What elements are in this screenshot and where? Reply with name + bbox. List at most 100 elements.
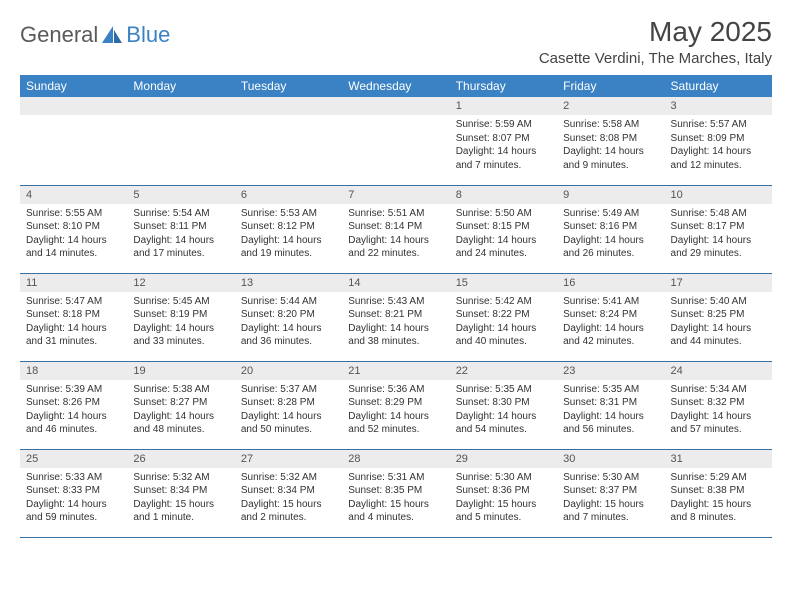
weekday-header: Wednesday xyxy=(342,75,449,97)
daylight-line: Daylight: 15 hours and 4 minutes. xyxy=(348,498,443,525)
daylight-line: Daylight: 14 hours and 26 minutes. xyxy=(563,234,658,261)
day-details: Sunrise: 5:54 AMSunset: 8:11 PMDaylight:… xyxy=(127,204,234,265)
day-details: Sunrise: 5:35 AMSunset: 8:30 PMDaylight:… xyxy=(450,380,557,441)
day-number: 1 xyxy=(450,97,557,115)
title-block: May 2025 Casette Verdini, The Marches, I… xyxy=(539,16,772,67)
calendar-day-cell: 9Sunrise: 5:49 AMSunset: 8:16 PMDaylight… xyxy=(557,185,664,273)
daylight-line: Daylight: 14 hours and 44 minutes. xyxy=(671,322,766,349)
day-details: Sunrise: 5:36 AMSunset: 8:29 PMDaylight:… xyxy=(342,380,449,441)
calendar-day-cell: 15Sunrise: 5:42 AMSunset: 8:22 PMDayligh… xyxy=(450,273,557,361)
day-details: Sunrise: 5:59 AMSunset: 8:07 PMDaylight:… xyxy=(450,115,557,176)
day-details: Sunrise: 5:57 AMSunset: 8:09 PMDaylight:… xyxy=(665,115,772,176)
day-number: 28 xyxy=(342,450,449,468)
sunset-line: Sunset: 8:30 PM xyxy=(456,396,551,410)
day-details: Sunrise: 5:45 AMSunset: 8:19 PMDaylight:… xyxy=(127,292,234,353)
sunrise-line: Sunrise: 5:47 AM xyxy=(26,295,121,309)
sunrise-line: Sunrise: 5:39 AM xyxy=(26,383,121,397)
weekday-header: Saturday xyxy=(665,75,772,97)
calendar-day-cell: 27Sunrise: 5:32 AMSunset: 8:34 PMDayligh… xyxy=(235,449,342,537)
sunrise-line: Sunrise: 5:38 AM xyxy=(133,383,228,397)
daylight-line: Daylight: 14 hours and 56 minutes. xyxy=(563,410,658,437)
sunset-line: Sunset: 8:08 PM xyxy=(563,132,658,146)
sunrise-line: Sunrise: 5:53 AM xyxy=(241,207,336,221)
calendar-week-row: 4Sunrise: 5:55 AMSunset: 8:10 PMDaylight… xyxy=(20,185,772,273)
day-number: 2 xyxy=(557,97,664,115)
sunset-line: Sunset: 8:35 PM xyxy=(348,484,443,498)
daylight-line: Daylight: 14 hours and 19 minutes. xyxy=(241,234,336,261)
logo-text-1: General xyxy=(20,22,98,48)
day-number: 31 xyxy=(665,450,772,468)
daylight-line: Daylight: 14 hours and 7 minutes. xyxy=(456,145,551,172)
day-number: 29 xyxy=(450,450,557,468)
day-details: Sunrise: 5:58 AMSunset: 8:08 PMDaylight:… xyxy=(557,115,664,176)
calendar-week-row: 1Sunrise: 5:59 AMSunset: 8:07 PMDaylight… xyxy=(20,97,772,185)
day-details: Sunrise: 5:51 AMSunset: 8:14 PMDaylight:… xyxy=(342,204,449,265)
day-details: Sunrise: 5:43 AMSunset: 8:21 PMDaylight:… xyxy=(342,292,449,353)
sunrise-line: Sunrise: 5:59 AM xyxy=(456,118,551,132)
sunset-line: Sunset: 8:38 PM xyxy=(671,484,766,498)
calendar-day-cell: 22Sunrise: 5:35 AMSunset: 8:30 PMDayligh… xyxy=(450,361,557,449)
empty-day xyxy=(235,97,342,115)
day-details: Sunrise: 5:32 AMSunset: 8:34 PMDaylight:… xyxy=(127,468,234,529)
calendar-day-cell xyxy=(20,97,127,185)
day-number: 27 xyxy=(235,450,342,468)
daylight-line: Daylight: 14 hours and 59 minutes. xyxy=(26,498,121,525)
sunrise-line: Sunrise: 5:35 AM xyxy=(456,383,551,397)
sunrise-line: Sunrise: 5:41 AM xyxy=(563,295,658,309)
sunrise-line: Sunrise: 5:33 AM xyxy=(26,471,121,485)
sunrise-line: Sunrise: 5:31 AM xyxy=(348,471,443,485)
day-number: 5 xyxy=(127,186,234,204)
daylight-line: Daylight: 14 hours and 54 minutes. xyxy=(456,410,551,437)
daylight-line: Daylight: 14 hours and 48 minutes. xyxy=(133,410,228,437)
sunset-line: Sunset: 8:28 PM xyxy=(241,396,336,410)
calendar-day-cell: 29Sunrise: 5:30 AMSunset: 8:36 PMDayligh… xyxy=(450,449,557,537)
day-details: Sunrise: 5:50 AMSunset: 8:15 PMDaylight:… xyxy=(450,204,557,265)
sunrise-line: Sunrise: 5:45 AM xyxy=(133,295,228,309)
sunset-line: Sunset: 8:11 PM xyxy=(133,220,228,234)
daylight-line: Daylight: 14 hours and 57 minutes. xyxy=(671,410,766,437)
sunrise-line: Sunrise: 5:44 AM xyxy=(241,295,336,309)
day-number: 26 xyxy=(127,450,234,468)
day-number: 30 xyxy=(557,450,664,468)
day-number: 20 xyxy=(235,362,342,380)
day-details: Sunrise: 5:39 AMSunset: 8:26 PMDaylight:… xyxy=(20,380,127,441)
day-number: 14 xyxy=(342,274,449,292)
sunrise-line: Sunrise: 5:32 AM xyxy=(133,471,228,485)
daylight-line: Daylight: 15 hours and 1 minute. xyxy=(133,498,228,525)
sunrise-line: Sunrise: 5:40 AM xyxy=(671,295,766,309)
day-details: Sunrise: 5:48 AMSunset: 8:17 PMDaylight:… xyxy=(665,204,772,265)
sunrise-line: Sunrise: 5:48 AM xyxy=(671,207,766,221)
calendar-week-row: 18Sunrise: 5:39 AMSunset: 8:26 PMDayligh… xyxy=(20,361,772,449)
day-number: 19 xyxy=(127,362,234,380)
calendar-day-cell: 13Sunrise: 5:44 AMSunset: 8:20 PMDayligh… xyxy=(235,273,342,361)
calendar-day-cell xyxy=(127,97,234,185)
daylight-line: Daylight: 14 hours and 31 minutes. xyxy=(26,322,121,349)
weekday-header: Monday xyxy=(127,75,234,97)
logo: General Blue xyxy=(20,22,170,48)
calendar-week-row: 11Sunrise: 5:47 AMSunset: 8:18 PMDayligh… xyxy=(20,273,772,361)
sunrise-line: Sunrise: 5:49 AM xyxy=(563,207,658,221)
sunset-line: Sunset: 8:17 PM xyxy=(671,220,766,234)
weekday-header: Sunday xyxy=(20,75,127,97)
calendar-day-cell: 8Sunrise: 5:50 AMSunset: 8:15 PMDaylight… xyxy=(450,185,557,273)
day-number: 12 xyxy=(127,274,234,292)
daylight-line: Daylight: 14 hours and 24 minutes. xyxy=(456,234,551,261)
day-details: Sunrise: 5:35 AMSunset: 8:31 PMDaylight:… xyxy=(557,380,664,441)
sunset-line: Sunset: 8:22 PM xyxy=(456,308,551,322)
calendar-day-cell: 16Sunrise: 5:41 AMSunset: 8:24 PMDayligh… xyxy=(557,273,664,361)
day-details: Sunrise: 5:49 AMSunset: 8:16 PMDaylight:… xyxy=(557,204,664,265)
day-number: 23 xyxy=(557,362,664,380)
sunset-line: Sunset: 8:26 PM xyxy=(26,396,121,410)
calendar-day-cell: 12Sunrise: 5:45 AMSunset: 8:19 PMDayligh… xyxy=(127,273,234,361)
sunrise-line: Sunrise: 5:50 AM xyxy=(456,207,551,221)
calendar-table: SundayMondayTuesdayWednesdayThursdayFrid… xyxy=(20,75,772,538)
day-number: 17 xyxy=(665,274,772,292)
calendar-weekday-header: SundayMondayTuesdayWednesdayThursdayFrid… xyxy=(20,75,772,97)
daylight-line: Daylight: 14 hours and 52 minutes. xyxy=(348,410,443,437)
daylight-line: Daylight: 15 hours and 7 minutes. xyxy=(563,498,658,525)
day-details: Sunrise: 5:42 AMSunset: 8:22 PMDaylight:… xyxy=(450,292,557,353)
sunset-line: Sunset: 8:16 PM xyxy=(563,220,658,234)
day-number: 7 xyxy=(342,186,449,204)
sunset-line: Sunset: 8:34 PM xyxy=(133,484,228,498)
sunset-line: Sunset: 8:12 PM xyxy=(241,220,336,234)
